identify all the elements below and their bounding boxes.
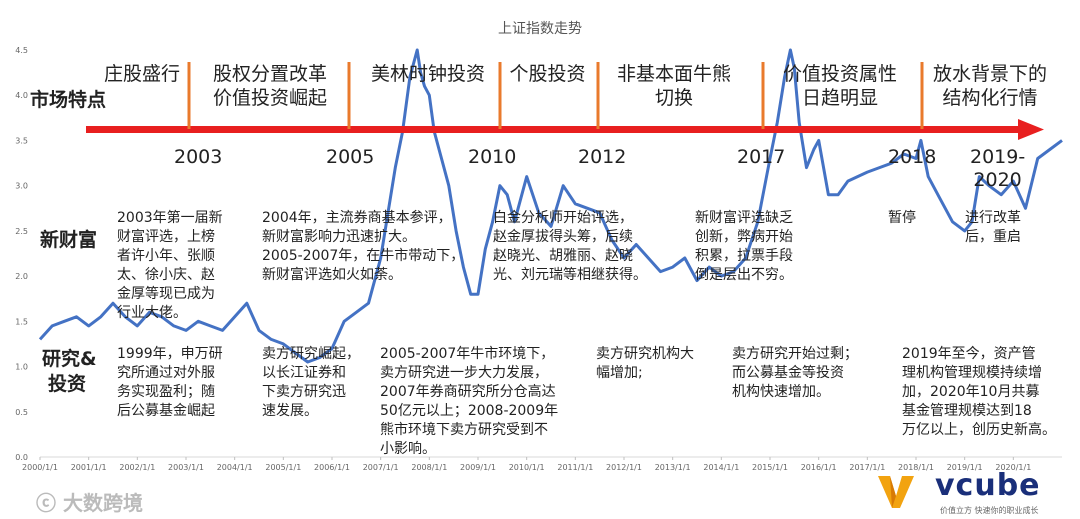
- year-label: 2012: [578, 146, 627, 168]
- y-tick-label: 4.5: [15, 46, 28, 55]
- x-tick-label: 2017/1/1: [849, 463, 885, 472]
- x-tick-label: 2000/1/1: [22, 463, 58, 472]
- brand-name: vcube: [935, 468, 1041, 503]
- x-tick-label: 2006/1/1: [314, 463, 350, 472]
- y-tick-label: 1.0: [15, 363, 28, 372]
- x-tick-label: 2012/1/1: [606, 463, 642, 472]
- timeline-arrow: [86, 119, 1044, 140]
- phase-divider: [347, 62, 351, 129]
- y-tick-label: 0.5: [15, 408, 28, 417]
- research-note: 2005-2007年牛市环境下， 卖方研究进一步大力发展， 2007年券商研究所…: [380, 346, 559, 457]
- xincaifu-note: 2003年第一届新 财富评选，上榜 者许小年、张顺 太、徐小庆、赵 金厚等现已成…: [117, 210, 223, 321]
- phase-label: 个股投资: [509, 63, 586, 85]
- x-tick-label: 2018/1/1: [898, 463, 934, 472]
- watermark-text: 大数跨境: [62, 491, 143, 515]
- phase-label: 美林时钟投资: [370, 63, 485, 85]
- phase-divider: [498, 62, 502, 129]
- brand-logo-icon: [876, 474, 916, 510]
- x-tick-label: 2002/1/1: [119, 463, 155, 472]
- brand-tagline: 价值立方 快速你的职业成长: [940, 506, 1039, 515]
- x-tick-label: 2009/1/1: [460, 463, 496, 472]
- x-tick-label: 2019/1/1: [947, 463, 983, 472]
- y-tick-label: 3.0: [15, 182, 28, 191]
- research-note: 卖方研究崛起， 以长江证券和 下卖方研究迅 速发展。: [262, 346, 360, 419]
- x-tick-label: 2016/1/1: [801, 463, 837, 472]
- row-label-research-2: 投资: [48, 373, 87, 395]
- x-tick-label: 2020/1/1: [995, 463, 1031, 472]
- x-tick-label: 2005/1/1: [265, 463, 301, 472]
- xincaifu-note: 进行改革 后，重启: [965, 210, 1021, 245]
- chart-title: 上证指数走势: [498, 21, 582, 37]
- chart-axes: 0.0 0.5 1.0 1.5 2.0 2.5 3.0 3.5 4.0 4.5 2000/1/1 20…: [15, 46, 1062, 472]
- research-note: 卖方研究开始过剩； 而公募基金等投资 机构快速增加。: [732, 346, 858, 400]
- timeline-ticks: [187, 62, 924, 129]
- xincaifu-note: 白金分析师开始评选， 赵金厚拔得头筹，后续 赵晓光、胡雅丽、赵晓 光、刘元瑞等相…: [493, 210, 647, 283]
- year-label: 2017: [737, 146, 786, 168]
- y-tick-label: 2.5: [15, 227, 28, 236]
- year-label: 2019- 2020: [970, 146, 1026, 191]
- phase-divider: [761, 62, 765, 129]
- research-note: 2019年至今，资产管 理机构管理规模持续增 加，2020年10月共募 基金管理…: [902, 346, 1056, 438]
- arrow-head: [1018, 119, 1044, 140]
- y-tick-label: 3.5: [15, 136, 28, 145]
- x-tick-label: 2014/1/1: [703, 463, 739, 472]
- xincaifu-note: 2004年，主流券商基本参评， 新财富影响力迅速扩大。 2005-2007年，在…: [262, 210, 465, 283]
- chart-series: [38, 48, 1063, 364]
- year-label: 2005: [326, 146, 375, 168]
- x-tick-label: 2003/1/1: [168, 463, 204, 472]
- phase-label: 放水背景下的 结构化行情: [932, 63, 1047, 109]
- research-note: 卖方研究机构大 幅增加;: [596, 346, 694, 381]
- phase-divider: [596, 62, 600, 129]
- x-tick-label: 2008/1/1: [411, 463, 447, 472]
- x-tick-label: 2015/1/1: [752, 463, 788, 472]
- x-tick-label: 2013/1/1: [655, 463, 691, 472]
- year-label: 2003: [174, 146, 223, 168]
- phase-label: 非基本面牛熊 切换: [616, 63, 731, 109]
- y-tick-label: 0.0: [15, 453, 28, 462]
- xincaifu-note: 新财富评选缺乏 创新，弊病开始 积累，拉票手段 倒是层出不穷。: [695, 210, 793, 283]
- y-tick-label: 4.0: [15, 91, 28, 100]
- xincaifu-note: 暂停: [888, 210, 916, 226]
- watermark-icon: ⓒ: [36, 491, 63, 515]
- x-tick-label: 2011/1/1: [557, 463, 593, 472]
- watermark: ⓒ 大数跨境: [36, 487, 143, 516]
- phase-label: 庄股盛行: [103, 63, 180, 85]
- research-note: 1999年，申万研 究所通过对外服 务实现盈利；随 后公募基金崛起: [117, 346, 223, 419]
- row-label-xincaifu: 新财富: [40, 229, 98, 251]
- arrow-shaft: [86, 126, 1021, 133]
- index-line: [38, 48, 1063, 364]
- year-label: 2010: [468, 146, 517, 168]
- x-tick-label: 2010/1/1: [509, 463, 545, 472]
- row-label-research-1: 研究&: [42, 348, 97, 370]
- phase-divider: [920, 62, 924, 129]
- x-tick-label: 2004/1/1: [217, 463, 253, 472]
- phase-divider: [187, 62, 191, 129]
- x-tick-label: 2001/1/1: [71, 463, 107, 472]
- y-tick-label: 2.0: [15, 272, 28, 281]
- phase-label: 股权分置改革 价值投资崛起: [212, 63, 327, 109]
- x-tick-label: 2007/1/1: [363, 463, 399, 472]
- year-label: 2018: [888, 146, 937, 168]
- y-tick-label: 1.5: [15, 317, 28, 326]
- phase-label: 价值投资属性 日趋明显: [782, 63, 897, 109]
- row-label-market: 市场特点: [30, 89, 107, 111]
